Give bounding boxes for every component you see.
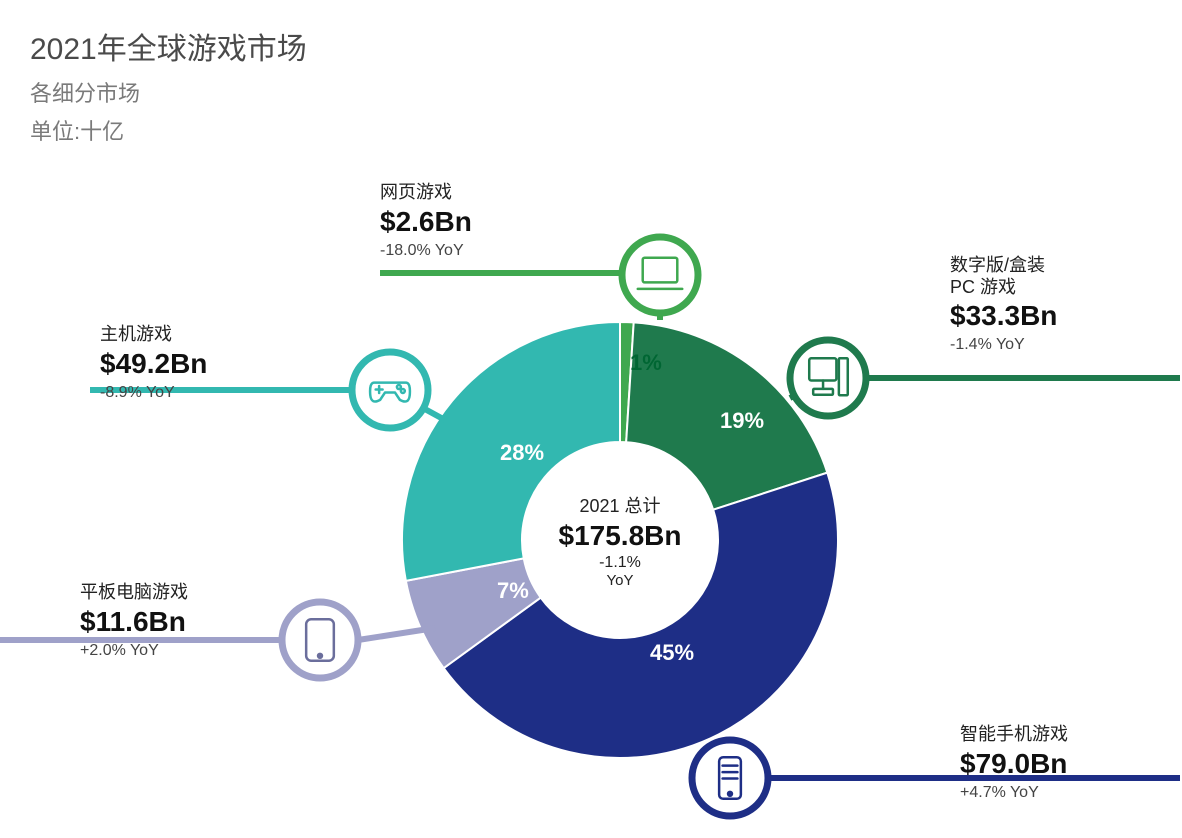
pct-console: 28% [500, 440, 544, 466]
center-year-label: 2021 总计 [540, 492, 700, 518]
segment-yoy: -18.0% YoY [380, 242, 472, 260]
segment-value: $33.3Bn [950, 300, 1057, 332]
pct-browser: 1% [630, 350, 662, 376]
donut-chart [0, 0, 1182, 838]
segment-yoy: +2.0% YoY [80, 642, 188, 660]
label-pc: 数字版/盒装PC 游戏$33.3Bn -1.4% YoY [950, 255, 1057, 354]
segment-name: 平板电脑游戏 [80, 578, 188, 604]
segment-name: 网页游戏 [380, 178, 472, 204]
tablet-icon-circle [282, 602, 358, 678]
label-console: 主机游戏$49.2Bn -8.9% YoY [100, 320, 207, 402]
center-yoy: -1.1% [540, 554, 700, 572]
segment-yoy: +4.7% YoY [960, 784, 1068, 802]
segment-value: $2.6Bn [380, 206, 472, 238]
pct-tablet: 7% [497, 578, 529, 604]
segment-name: 智能手机游戏 [960, 720, 1068, 746]
center-value: $175.8Bn [540, 520, 700, 552]
segment-yoy: -8.9% YoY [100, 384, 207, 402]
pct-smartphone: 45% [650, 640, 694, 666]
segment-yoy: -1.4% YoY [950, 336, 1057, 354]
pc-icon-circle [790, 340, 866, 416]
segment-value: $49.2Bn [100, 348, 207, 380]
browser-icon-circle [622, 237, 698, 313]
center-yoy-suffix: YoY [540, 572, 700, 589]
label-smartphone: 智能手机游戏$79.0Bn +4.7% YoY [960, 720, 1068, 802]
label-browser: 网页游戏$2.6Bn -18.0% YoY [380, 178, 472, 260]
segment-name: 数字版/盒装PC 游戏 [950, 255, 1057, 298]
segment-value: $79.0Bn [960, 748, 1068, 780]
segment-name: 主机游戏 [100, 320, 207, 346]
label-tablet: 平板电脑游戏$11.6Bn +2.0% YoY [80, 578, 188, 660]
pct-pc: 19% [720, 408, 764, 434]
center-total: 2021 总计 $175.8Bn -1.1% YoY [540, 492, 700, 589]
console-icon-circle [352, 352, 428, 428]
segment-value: $11.6Bn [80, 606, 188, 638]
